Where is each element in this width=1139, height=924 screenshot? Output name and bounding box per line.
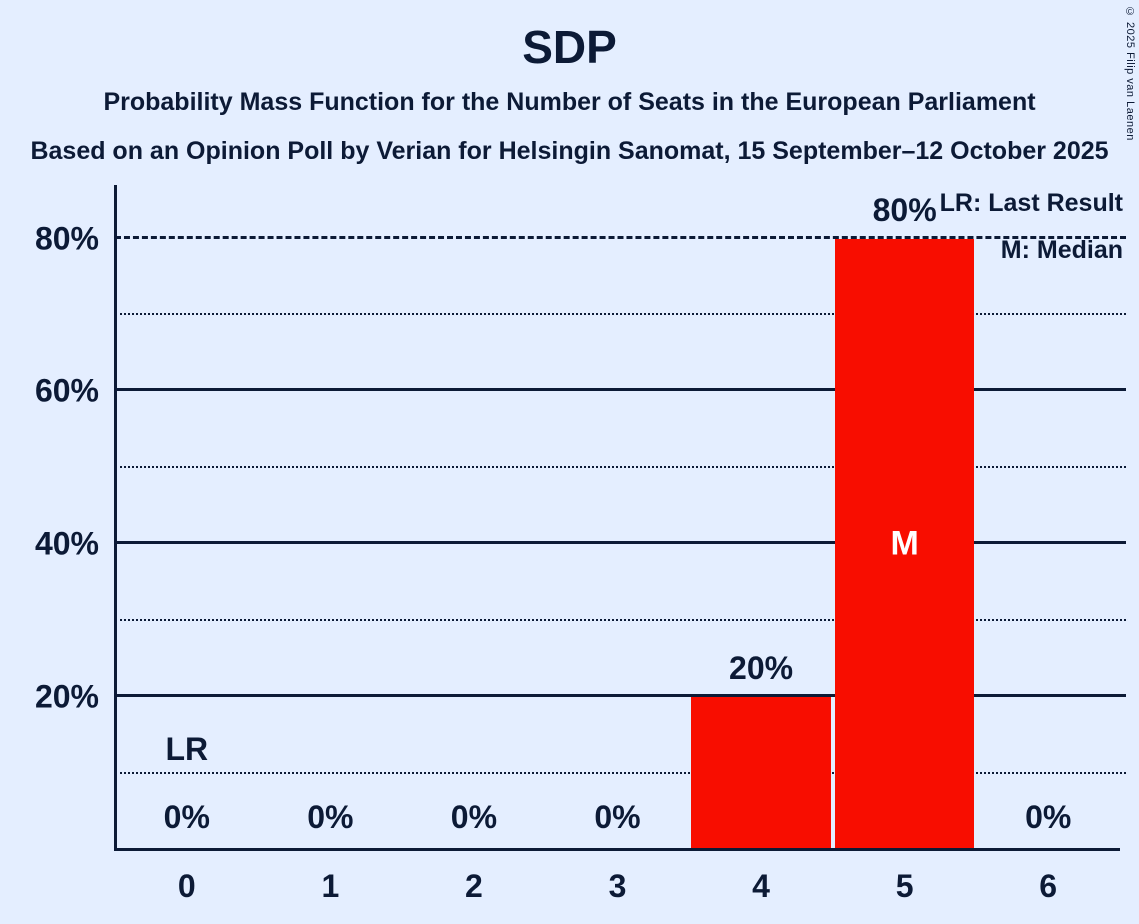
major-gridline bbox=[115, 541, 1126, 545]
bar-value-label: 0% bbox=[307, 799, 354, 835]
bar-value-label: 0% bbox=[450, 799, 498, 835]
chart-source-line: Based on an Opinion Poll by Verian for H… bbox=[30, 137, 1109, 165]
legend: LR: Last Result M: Median bbox=[940, 183, 1123, 277]
major-gridline bbox=[115, 235, 1126, 239]
bar-value-label: 0% bbox=[163, 799, 210, 835]
y-axis-tick-label: 20% bbox=[34, 678, 99, 715]
bar-value-label: 0% bbox=[594, 799, 641, 835]
y-axis-tick-label: 80% bbox=[34, 220, 99, 257]
copyright-notice: © 2025 Filip van Laenen bbox=[1124, 6, 1136, 141]
chart-subtitle: Probability Mass Function for the Number… bbox=[103, 88, 1036, 116]
minor-gridline bbox=[115, 771, 1126, 774]
minor-gridline bbox=[115, 465, 1126, 468]
x-axis-tick-label: 1 bbox=[321, 868, 340, 904]
chart-title: SDP bbox=[522, 21, 617, 73]
y-axis-line bbox=[114, 185, 117, 850]
last-result-label: LR bbox=[165, 730, 209, 767]
bar-value-label: 0% bbox=[1025, 799, 1072, 835]
y-axis-tick-label: 40% bbox=[34, 525, 99, 562]
x-axis-line bbox=[114, 848, 1120, 851]
x-axis-tick-label: 0 bbox=[177, 868, 196, 904]
legend-median: M: Median bbox=[1000, 236, 1123, 264]
bar-value-label: 80% bbox=[872, 191, 937, 228]
x-axis-tick-label: 4 bbox=[752, 868, 770, 904]
minor-gridline bbox=[115, 618, 1126, 621]
major-gridline bbox=[115, 694, 1126, 698]
x-axis-tick-label: 6 bbox=[1039, 868, 1058, 904]
legend-last-result: LR: Last Result bbox=[939, 189, 1123, 217]
bar-value-label: 20% bbox=[729, 650, 794, 687]
x-axis-tick-label: 2 bbox=[465, 868, 483, 904]
y-axis-tick-label: 60% bbox=[34, 372, 99, 409]
x-axis-tick-label: 5 bbox=[895, 868, 914, 904]
minor-gridline bbox=[115, 312, 1126, 315]
bar-5 bbox=[834, 238, 975, 850]
bar-4 bbox=[691, 697, 831, 850]
major-gridline bbox=[115, 388, 1126, 392]
plot-area: 20% 40% 60% 80% 0 0% 1 0% 2 0% 3 0% 4 20% 5 80% 6 0% M LR bbox=[35, 185, 1126, 904]
median-label: M bbox=[890, 524, 919, 563]
x-axis-tick-label: 3 bbox=[608, 868, 627, 904]
